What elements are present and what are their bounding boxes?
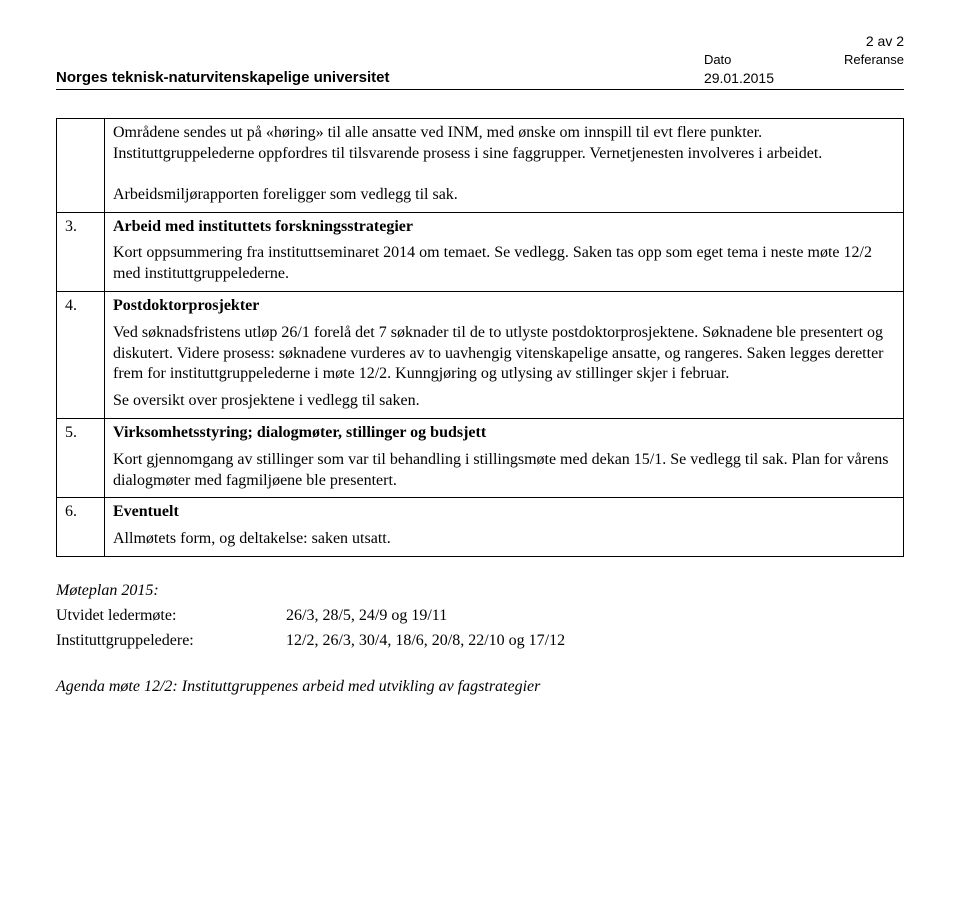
table-row: 5. Virksomhetsstyring; dialogmøter, stil… xyxy=(57,419,904,498)
item-number-cell: 6. xyxy=(57,498,105,557)
spacer xyxy=(113,171,895,185)
footer-agenda: Agenda møte 12/2: Instituttgruppenes arb… xyxy=(56,677,904,698)
item-content-cell: Postdoktorprosjekter Ved søknadsfristens… xyxy=(105,292,904,419)
org-name: Norges teknisk-naturvitenskapelige unive… xyxy=(56,68,389,88)
intro-paragraph-1: Områdene sendes ut på «høring» til alle … xyxy=(113,123,895,165)
header-columns: Dato 29.01.2015 Referanse xyxy=(704,52,904,87)
item-number-cell: 3. xyxy=(57,212,105,291)
plan-row: Utvidet ledermøte: 26/3, 28/5, 24/9 og 1… xyxy=(56,606,904,627)
item-title: Eventuelt xyxy=(113,502,895,523)
item-body: Kort oppsummering fra instituttseminaret… xyxy=(113,243,895,285)
item-body-2: Se oversikt over prosjektene i vedlegg t… xyxy=(113,391,895,412)
plan-value: 26/3, 28/5, 24/9 og 19/11 xyxy=(286,606,904,627)
table-row: 3. Arbeid med instituttets forskningsstr… xyxy=(57,212,904,291)
plan-label: Utvidet ledermøte: xyxy=(56,606,286,627)
date-label: Dato xyxy=(704,52,774,69)
item-number-cell: 5. xyxy=(57,419,105,498)
item-body: Allmøtets form, og deltakelse: saken uts… xyxy=(113,529,895,550)
intro-paragraph-2: Arbeidsmiljørapporten foreligger som ved… xyxy=(113,185,895,206)
table-row: 4. Postdoktorprosjekter Ved søknadsfrist… xyxy=(57,292,904,419)
reference-column: Referanse xyxy=(844,52,904,87)
item-content-cell: Eventuelt Allmøtets form, og deltakelse:… xyxy=(105,498,904,557)
page-header: Norges teknisk-naturvitenskapelige unive… xyxy=(56,32,904,90)
date-column: Dato 29.01.2015 xyxy=(704,52,774,87)
table-row: Områdene sendes ut på «høring» til alle … xyxy=(57,119,904,212)
item-content-cell: Arbeid med instituttets forskningsstrate… xyxy=(105,212,904,291)
plan-row: Instituttgruppeledere: 12/2, 26/3, 30/4,… xyxy=(56,631,904,652)
item-title: Postdoktorprosjekter xyxy=(113,296,895,317)
item-number-cell xyxy=(57,119,105,212)
item-content-cell: Virksomhetsstyring; dialogmøter, stillin… xyxy=(105,419,904,498)
item-title: Virksomhetsstyring; dialogmøter, stillin… xyxy=(113,423,895,444)
reference-label: Referanse xyxy=(844,52,904,69)
item-body: Ved søknadsfristens utløp 26/1 forelå de… xyxy=(113,323,895,385)
item-number-cell: 4. xyxy=(57,292,105,419)
plan-heading: Møteplan 2015: xyxy=(56,581,904,602)
date-value: 29.01.2015 xyxy=(704,69,774,87)
item-body: Kort gjennomgang av stillinger som var t… xyxy=(113,450,895,492)
agenda-table: Områdene sendes ut på «høring» til alle … xyxy=(56,118,904,557)
plan-value: 12/2, 26/3, 30/4, 18/6, 20/8, 22/10 og 1… xyxy=(286,631,904,652)
header-right: 2 av 2 Dato 29.01.2015 Referanse xyxy=(704,32,904,87)
item-title: Arbeid med instituttets forskningsstrate… xyxy=(113,217,895,238)
plan-label: Instituttgruppeledere: xyxy=(56,631,286,652)
item-content-cell: Områdene sendes ut på «høring» til alle … xyxy=(105,119,904,212)
page-indicator: 2 av 2 xyxy=(704,32,904,50)
table-row: 6. Eventuelt Allmøtets form, og deltakel… xyxy=(57,498,904,557)
